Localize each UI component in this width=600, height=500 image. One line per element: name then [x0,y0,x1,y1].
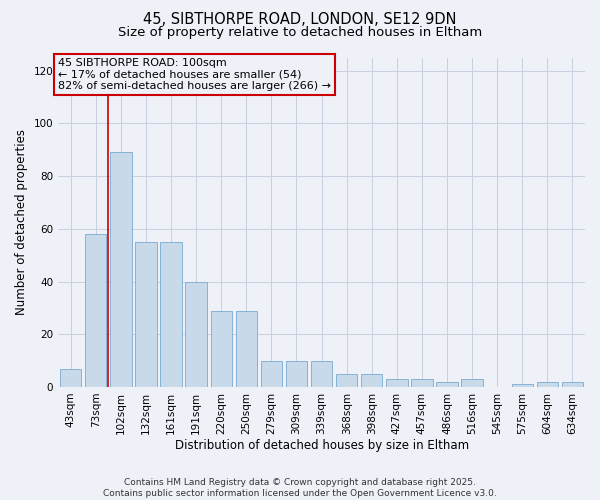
Bar [136,242,157,387]
Bar [562,382,583,387]
Y-axis label: Number of detached properties: Number of detached properties [15,129,28,315]
Bar [537,382,558,387]
Bar [236,310,257,387]
Bar [261,360,282,387]
Bar [85,234,106,387]
Bar [286,360,307,387]
Bar [361,374,382,387]
Bar [211,310,232,387]
Text: Contains HM Land Registry data © Crown copyright and database right 2025.
Contai: Contains HM Land Registry data © Crown c… [103,478,497,498]
Bar [461,379,483,387]
Bar [160,242,182,387]
Bar [336,374,358,387]
Bar [386,379,407,387]
Bar [60,368,82,387]
Bar [185,282,207,387]
Bar [436,382,458,387]
Bar [110,152,131,387]
Text: 45, SIBTHORPE ROAD, LONDON, SE12 9DN: 45, SIBTHORPE ROAD, LONDON, SE12 9DN [143,12,457,28]
Text: 45 SIBTHORPE ROAD: 100sqm
← 17% of detached houses are smaller (54)
82% of semi-: 45 SIBTHORPE ROAD: 100sqm ← 17% of detac… [58,58,331,90]
X-axis label: Distribution of detached houses by size in Eltham: Distribution of detached houses by size … [175,440,469,452]
Bar [311,360,332,387]
Bar [512,384,533,387]
Bar [411,379,433,387]
Text: Size of property relative to detached houses in Eltham: Size of property relative to detached ho… [118,26,482,39]
